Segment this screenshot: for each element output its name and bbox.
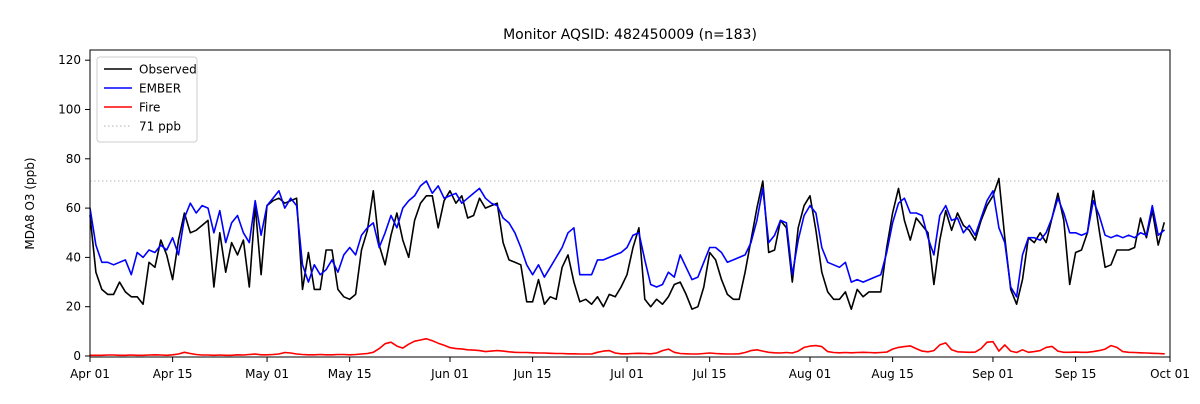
y-axis-label: MDA8 O3 (ppb) bbox=[23, 157, 37, 249]
y-tick-label: 60 bbox=[66, 201, 81, 215]
y-tick-label: 20 bbox=[66, 300, 81, 314]
x-tick-label: Jul 15 bbox=[692, 367, 727, 381]
series-line-ember bbox=[89, 180, 1165, 298]
x-tick-label: Jun 01 bbox=[430, 367, 469, 381]
data-series-lines bbox=[89, 177, 1165, 357]
x-tick-label: Aug 01 bbox=[789, 367, 832, 381]
y-tick-label: 0 bbox=[73, 349, 81, 363]
legend-label-fire: Fire bbox=[139, 101, 160, 115]
x-tick-label: Sep 01 bbox=[972, 367, 1014, 381]
x-tick-label: Jun 15 bbox=[513, 367, 552, 381]
legend-box bbox=[96, 56, 198, 143]
legend-label-observed: Observed bbox=[139, 63, 197, 77]
x-tick-label: Apr 15 bbox=[153, 367, 193, 381]
y-tick-label: 40 bbox=[66, 250, 81, 264]
x-tick-label: Oct 01 bbox=[1150, 367, 1190, 381]
series-line-fire bbox=[89, 337, 1165, 357]
x-tick-label: Sep 15 bbox=[1055, 367, 1097, 381]
series-line-observed bbox=[89, 177, 1165, 311]
chart-title: Monitor AQSID: 482450009 (n=183) bbox=[503, 27, 757, 43]
x-tick-label: Aug 15 bbox=[871, 367, 914, 381]
legend-label-ember: EMBER bbox=[139, 82, 181, 96]
x-tick-label: May 01 bbox=[245, 367, 289, 381]
x-tick-label: Apr 01 bbox=[70, 367, 110, 381]
y-tick-label: 80 bbox=[66, 152, 81, 166]
plot-border bbox=[89, 49, 1171, 358]
legend-label-71-ppb: 71 ppb bbox=[139, 120, 181, 134]
y-tick-label: 100 bbox=[58, 103, 81, 117]
legend: Observed EMBER Fire 71 ppb bbox=[96, 56, 198, 143]
y-axis-ticks: 0 20 40 60 80 100 120 bbox=[58, 53, 90, 363]
x-tick-label: Jul 01 bbox=[609, 367, 644, 381]
y-tick-label: 120 bbox=[58, 53, 81, 67]
x-axis-ticks: Apr 01 Apr 15 May 01 May 15 Jun 01 Jun 15 Jul … bbox=[70, 357, 1190, 381]
x-tick-label: May 15 bbox=[328, 367, 372, 381]
